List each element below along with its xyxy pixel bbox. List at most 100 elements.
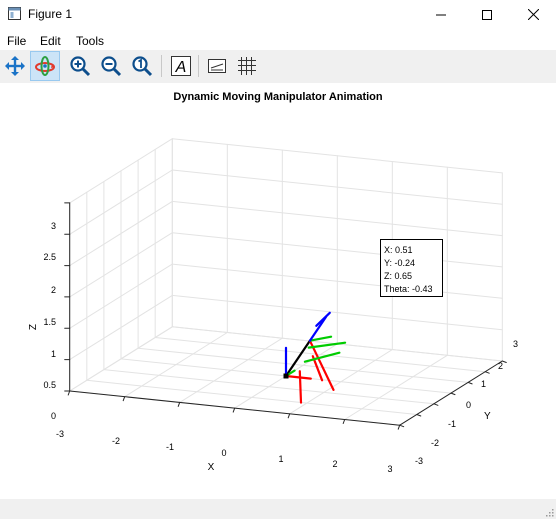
menu-edit[interactable]: Edit [40, 34, 61, 48]
grid-line [171, 169, 503, 205]
y-tick-label: 2 [498, 361, 503, 371]
rotate-3d-icon [35, 56, 55, 76]
grid-line [171, 138, 503, 174]
zoom-out-icon [101, 56, 122, 77]
x-tick [67, 390, 71, 396]
y-tick-label: -3 [415, 456, 423, 466]
annotation-box [380, 239, 443, 297]
grid-line [171, 263, 503, 299]
insert-legend-button[interactable] [202, 51, 232, 81]
x-tick-label: 2 [332, 459, 337, 469]
grid-line [69, 326, 173, 392]
y-tick [484, 371, 490, 374]
origin-point [283, 373, 289, 379]
close-icon [527, 9, 539, 20]
grid-line [69, 263, 173, 329]
y-axis-label: Y [484, 411, 491, 422]
z-tick-label: 2 [51, 285, 56, 295]
zoom-in-icon [70, 56, 91, 77]
grid-button[interactable] [232, 51, 262, 81]
zoom-reset-button[interactable] [127, 51, 157, 81]
grid-line [171, 232, 503, 268]
x-tick [287, 413, 291, 419]
ee-y-axis [308, 335, 333, 342]
insert-text-icon: A [171, 56, 191, 76]
z-tick-label: 0.5 [43, 380, 56, 390]
annotation-theta: Theta: -0.43 [384, 284, 433, 294]
minimize-button[interactable] [418, 0, 464, 29]
plot-title: Dynamic Moving Manipulator Animation [173, 91, 383, 103]
y-tick [450, 392, 456, 396]
z-axis-label: Z [28, 324, 39, 330]
trail-y [303, 351, 341, 363]
maximize-icon [482, 9, 492, 20]
y-tick-label: -2 [431, 438, 439, 448]
pose-annotation: X: 0.51 Y: -0.24 Z: 0.65 Theta: -0.43 [380, 239, 443, 297]
grid-line [69, 232, 173, 298]
plot-canvas[interactable]: 0 0.5 1 1.5 2 2.5 3 Z -3 -2 -1 0 1 2 3 X… [0, 85, 556, 499]
y-tick-label: -1 [448, 419, 456, 429]
x-tick [397, 424, 401, 430]
x-tick-label: -1 [166, 442, 174, 452]
insert-text-button[interactable]: A [166, 51, 196, 81]
trail-z [315, 311, 331, 327]
grid-icon [238, 57, 256, 75]
grid-line [171, 294, 503, 331]
ee-z-axis [308, 315, 328, 342]
x-tick [342, 419, 346, 424]
toolbar-separator [161, 55, 162, 77]
figure-app-icon [8, 7, 21, 20]
manipulator [283, 311, 347, 404]
status-bar [0, 499, 556, 519]
resize-grip-icon[interactable] [544, 507, 554, 517]
x-tick-label: -2 [112, 436, 120, 446]
y-tick [467, 381, 473, 385]
svg-text:A: A [175, 59, 187, 76]
x-tick-label: -3 [56, 429, 64, 439]
close-button[interactable] [510, 0, 556, 29]
menu-bar: File Edit Tools [0, 31, 556, 50]
menu-file[interactable]: File [7, 34, 27, 48]
rotate-3d-button[interactable] [30, 51, 60, 81]
base-x-axis [284, 374, 312, 380]
grid-line [69, 294, 173, 361]
z-tick-label: 2.5 [43, 252, 56, 262]
x-tick-label: 3 [387, 464, 392, 474]
annotation-z: Z: 0.65 [384, 271, 412, 281]
toolbar-separator [198, 55, 199, 77]
y-tick [399, 424, 405, 428]
y-tick [416, 414, 422, 417]
z-tick-label: 1 [51, 349, 56, 359]
pan-icon [5, 56, 25, 76]
minimize-icon [436, 14, 446, 15]
z-tick-label: 1.5 [43, 317, 56, 327]
z-tick-label: 0 [51, 411, 56, 421]
x-tick [177, 401, 181, 407]
maximize-button[interactable] [464, 0, 510, 29]
zoom-out-button[interactable] [96, 51, 126, 81]
grid-line [69, 138, 173, 204]
window-title: Figure 1 [28, 7, 73, 21]
grid-line [103, 369, 435, 405]
grid-line [69, 200, 173, 267]
grid-line [69, 169, 173, 235]
menu-tools[interactable]: Tools [76, 34, 105, 48]
pan-button[interactable] [0, 51, 30, 81]
x-tick-label: 1 [278, 454, 283, 464]
ee-x-axis [308, 339, 335, 391]
zoom-reset-icon [132, 56, 153, 77]
y-tick-label: 1 [481, 379, 486, 389]
trail-x [298, 370, 303, 404]
y-tick [501, 360, 507, 363]
tick-marks [64, 202, 507, 430]
z-tick-label: 3 [51, 221, 56, 231]
grid-line [154, 337, 486, 373]
zoom-in-button[interactable] [65, 51, 95, 81]
x-axis-label: X [208, 462, 215, 473]
grid-line [137, 347, 469, 383]
x-tick [232, 407, 236, 413]
annotation-y: Y: -0.24 [384, 258, 415, 268]
plot-axes[interactable]: Dynamic Moving Manipulator Animation 0 0… [0, 85, 556, 499]
insert-legend-icon [208, 59, 226, 73]
y-tick [433, 403, 439, 406]
